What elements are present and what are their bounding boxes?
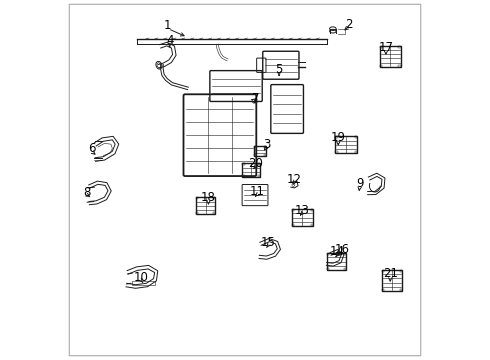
Bar [355, 136, 357, 138]
Bar [258, 163, 260, 165]
Bar [335, 136, 338, 138]
Text: 9: 9 [356, 177, 364, 190]
Text: 3: 3 [263, 138, 270, 150]
Bar [380, 45, 382, 48]
Bar [326, 268, 329, 270]
Bar [344, 253, 346, 255]
Text: 12: 12 [287, 173, 302, 186]
Text: 10: 10 [134, 271, 148, 284]
Bar [132, 281, 155, 285]
Text: 6: 6 [88, 142, 95, 155]
Text: 8: 8 [83, 186, 91, 199]
Bar [311, 209, 313, 211]
Text: 20: 20 [248, 157, 263, 170]
Text: 4: 4 [166, 34, 173, 48]
Bar [196, 197, 216, 215]
Bar [243, 175, 245, 177]
Text: 7: 7 [252, 92, 260, 105]
Bar [243, 163, 245, 165]
Text: 16: 16 [334, 243, 349, 256]
Bar [380, 65, 382, 67]
Text: 13: 13 [295, 204, 310, 217]
Bar [254, 146, 256, 148]
Bar [398, 45, 401, 48]
Bar [196, 197, 198, 199]
Bar [400, 270, 402, 272]
Text: 15: 15 [261, 236, 276, 249]
Bar [264, 154, 266, 156]
Text: 5: 5 [275, 63, 283, 76]
Text: 18: 18 [201, 191, 216, 204]
Text: 14: 14 [330, 245, 345, 258]
Bar [398, 65, 401, 67]
Bar [382, 270, 384, 272]
Text: 19: 19 [331, 131, 346, 144]
Bar [243, 163, 260, 177]
Bar [254, 146, 266, 156]
Bar [196, 212, 198, 215]
Bar [382, 289, 384, 291]
Text: 1: 1 [164, 19, 171, 32]
Bar [254, 154, 256, 156]
Bar [258, 175, 260, 177]
Bar [400, 289, 402, 291]
Bar [335, 151, 338, 153]
Bar [213, 197, 216, 199]
Bar [344, 268, 346, 270]
Text: 2: 2 [345, 18, 353, 31]
Bar [380, 45, 401, 67]
Bar [292, 209, 313, 226]
Text: 11: 11 [250, 185, 265, 198]
Bar [335, 136, 357, 153]
Bar [264, 146, 266, 148]
Text: 17: 17 [378, 41, 393, 54]
Bar [292, 209, 294, 211]
Text: 21: 21 [383, 267, 398, 280]
Bar [326, 253, 346, 270]
Bar [292, 224, 294, 226]
Bar [355, 151, 357, 153]
Bar [382, 270, 402, 291]
Bar [326, 253, 329, 255]
Bar [311, 224, 313, 226]
Bar [213, 212, 216, 215]
